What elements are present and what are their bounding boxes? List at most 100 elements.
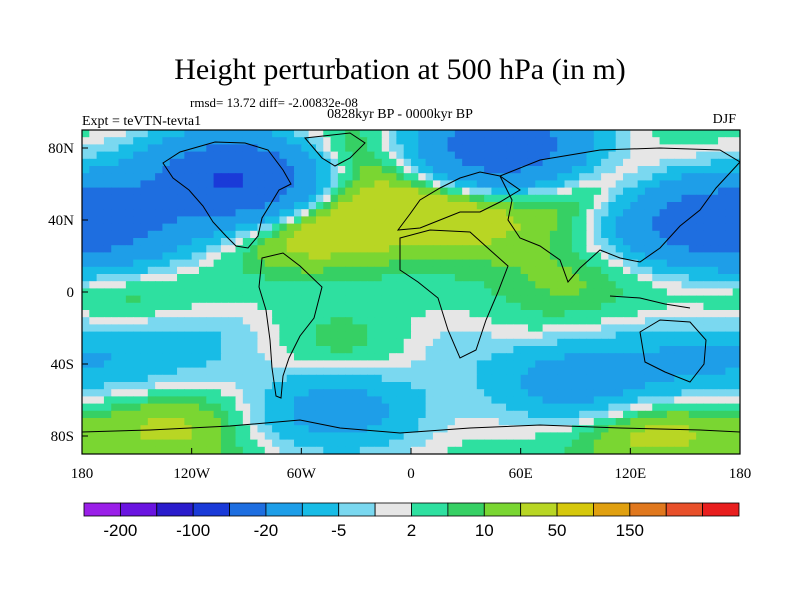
heatmap-cell (732, 216, 740, 225)
heatmap-cell (177, 259, 185, 268)
heatmap-cell (374, 331, 383, 340)
heatmap-cell (696, 158, 705, 167)
heatmap-cell (454, 317, 463, 325)
heatmap-cell (352, 439, 361, 448)
heatmap-cell (220, 410, 229, 419)
heatmap-cell (308, 166, 317, 174)
heatmap-cell (257, 324, 266, 333)
heatmap-cell (608, 446, 617, 454)
heatmap-cell (732, 238, 740, 246)
heatmap-cell (352, 353, 361, 361)
heatmap-cell (652, 230, 661, 239)
heatmap-cell (688, 367, 697, 376)
heatmap-cell (359, 281, 368, 289)
heatmap-cell (454, 418, 463, 426)
heatmap-cell (681, 410, 690, 419)
heatmap-cell (103, 137, 112, 145)
heatmap-cell (389, 252, 397, 261)
heatmap-cell (403, 166, 412, 174)
heatmap-cell (601, 180, 609, 189)
heatmap-cell (82, 252, 90, 261)
heatmap-cell (352, 223, 361, 232)
heatmap-cell (184, 302, 193, 311)
heatmap-cell (666, 432, 675, 441)
heatmap-cell (337, 439, 346, 448)
heatmap-cell (389, 238, 397, 246)
heatmap-cell (432, 446, 441, 454)
heatmap-cell (659, 151, 668, 160)
heatmap-cell (725, 209, 734, 217)
heatmap-cell (235, 317, 244, 325)
heatmap-cell (389, 223, 397, 232)
heatmap-cell (703, 259, 712, 268)
heatmap-cell (82, 346, 90, 354)
heatmap-cell (659, 338, 668, 347)
heatmap-cell (506, 403, 514, 412)
heatmap-cell (257, 130, 266, 138)
heatmap-cell (301, 245, 310, 253)
heatmap-cell (82, 310, 90, 318)
heatmap-cell (462, 187, 471, 196)
heatmap-cell (484, 317, 493, 325)
heatmap-cell (688, 202, 697, 210)
heatmap-cell (359, 274, 368, 282)
heatmap-cell (593, 317, 602, 325)
heatmap-cell (440, 223, 449, 232)
heatmap-cell (593, 223, 602, 232)
heatmap-cell (242, 252, 251, 261)
heatmap-cell (118, 223, 127, 232)
heatmap-cell (469, 374, 478, 383)
heatmap-cell (564, 209, 573, 217)
heatmap-cell (710, 158, 719, 167)
heatmap-cell (162, 166, 171, 174)
heatmap-cell (308, 252, 317, 261)
heatmap-cell (125, 173, 134, 181)
heatmap-cell (242, 396, 251, 405)
heatmap-cell (659, 166, 668, 174)
heatmap-cell (630, 425, 639, 433)
heatmap-cell (608, 317, 617, 325)
heatmap-cell (520, 281, 529, 289)
heatmap-cell (506, 130, 514, 138)
heatmap-cell (688, 295, 697, 304)
heatmap-cell (315, 389, 324, 397)
heatmap-cell (359, 410, 368, 419)
heatmap-cell (315, 418, 324, 426)
heatmap-cell (330, 317, 339, 325)
heatmap-cell (301, 346, 310, 354)
heatmap-cell (315, 382, 324, 390)
heatmap-cell (593, 158, 602, 167)
heatmap-cell (191, 432, 200, 441)
heatmap-cell (484, 245, 493, 253)
heatmap-cell (133, 403, 142, 412)
heatmap-cell (564, 317, 573, 325)
heatmap-cell (557, 382, 566, 390)
heatmap-cell (615, 173, 624, 181)
heatmap-cell (688, 266, 697, 275)
heatmap-cell (242, 324, 251, 333)
heatmap-cell (235, 288, 244, 297)
heatmap-cell (118, 439, 127, 448)
heatmap-cell (374, 310, 383, 318)
heatmap-cell (718, 446, 726, 454)
heatmap-cell (462, 274, 471, 282)
heatmap-cell (381, 216, 390, 225)
heatmap-cell (147, 194, 156, 203)
heatmap-cell (323, 367, 332, 376)
heatmap-cell (177, 295, 185, 304)
heatmap-cell (432, 410, 441, 419)
heatmap-cell (666, 331, 675, 340)
heatmap-cell (425, 288, 434, 297)
heatmap-cell (235, 281, 244, 289)
heatmap-cell (718, 274, 726, 282)
heatmap-cell (447, 151, 456, 160)
heatmap-cell (586, 130, 595, 138)
heatmap-cell (630, 158, 639, 167)
heatmap-cell (454, 396, 463, 405)
heatmap-cell (579, 367, 588, 376)
heatmap-cell (228, 137, 237, 145)
heatmap-cell (82, 130, 90, 138)
heatmap-cell (440, 194, 449, 203)
heatmap-cell (476, 410, 485, 419)
heatmap-cell (527, 432, 536, 441)
